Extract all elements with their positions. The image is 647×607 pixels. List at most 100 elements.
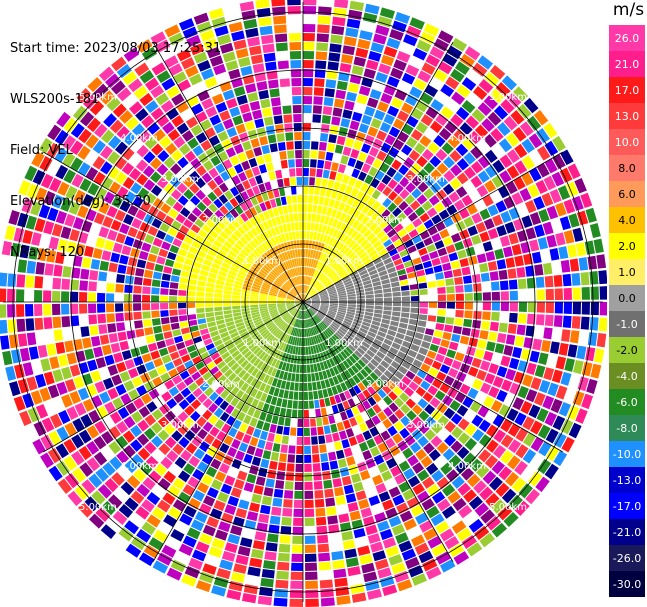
ray-gate <box>311 141 319 150</box>
ray-gate <box>142 294 151 302</box>
ray-gate <box>534 326 544 338</box>
ray-gate <box>271 286 279 292</box>
ray-gate <box>291 308 298 316</box>
ray-gate <box>224 542 238 554</box>
ray-gate <box>282 323 289 332</box>
ray-gate <box>259 362 267 372</box>
ray-gate <box>546 234 557 248</box>
ray-gate <box>291 373 296 382</box>
ray-gate <box>368 269 378 276</box>
ray-gate <box>256 360 264 370</box>
ray-gate <box>241 223 250 233</box>
ray-gate <box>177 470 191 483</box>
ray-gate <box>431 232 442 243</box>
colorbar-tick-label: -6.0 <box>616 396 637 409</box>
ray-gate <box>175 341 186 351</box>
ray-gate <box>310 278 315 286</box>
ray-gate <box>325 256 332 265</box>
colorbar-segment <box>609 207 645 234</box>
ray-gate <box>276 51 289 61</box>
ray-gate <box>133 397 145 410</box>
ray-gate <box>435 113 449 127</box>
ray-gate <box>319 343 325 352</box>
ray-gate <box>148 537 164 551</box>
ray-gate <box>464 375 475 387</box>
colorbar: 26.021.017.013.010.08.06.04.02.01.00.0-1… <box>609 25 645 597</box>
ray-gate <box>571 195 584 211</box>
ray-gate <box>88 314 98 325</box>
ray-gate <box>118 504 134 519</box>
ray-gate <box>196 165 207 177</box>
ray-gate <box>375 244 385 253</box>
ray-gate <box>445 98 460 112</box>
ray-gate <box>325 328 333 336</box>
ray-gate <box>265 478 275 488</box>
ray-gate <box>243 260 252 268</box>
ray-gate <box>161 324 171 332</box>
ray-gate <box>232 312 242 317</box>
ray-gate <box>209 229 219 239</box>
ray-gate <box>496 389 508 403</box>
ray-gate <box>359 30 373 41</box>
ray-gate <box>34 275 44 289</box>
ray-gate <box>457 343 468 354</box>
ray-gate <box>17 259 28 273</box>
ray-gate <box>311 302 320 305</box>
ray-gate <box>65 99 81 116</box>
ray-gate <box>410 289 419 296</box>
ray-gate <box>508 279 518 290</box>
ray-gate <box>272 315 281 322</box>
ray-gate <box>393 195 404 206</box>
ray-gate <box>589 317 599 331</box>
ray-gate <box>295 267 299 276</box>
ray-gate <box>356 371 365 381</box>
ray-gate <box>303 319 305 328</box>
ray-gate <box>312 317 318 325</box>
ray-gate <box>411 534 426 547</box>
ray-gate <box>149 171 162 184</box>
ray-gate <box>436 162 449 175</box>
ray-gate <box>419 308 428 315</box>
ray-gate <box>387 329 397 337</box>
ray-gate <box>512 127 527 142</box>
ray-gate <box>498 269 508 280</box>
ray-gate <box>397 268 407 276</box>
ray-gate <box>66 406 79 421</box>
ray-gate <box>305 319 309 328</box>
ray-gate <box>319 579 333 589</box>
ray-gate <box>454 317 464 326</box>
ray-gate <box>84 150 98 165</box>
ray-gate <box>30 390 43 405</box>
ray-gate <box>303 294 306 302</box>
ray-gate <box>412 404 423 415</box>
colorbar-segment <box>609 181 645 208</box>
ray-gate <box>227 372 237 382</box>
ray-gate <box>245 199 254 209</box>
ray-gate <box>298 285 302 294</box>
ray-gate <box>303 418 310 427</box>
colorbar-segment <box>609 311 645 338</box>
ray-gate <box>317 311 325 318</box>
ray-gate <box>221 335 231 343</box>
ray-gate <box>426 243 437 253</box>
ray-gate <box>347 344 356 352</box>
ray-gate <box>363 242 372 251</box>
ray-gate <box>405 266 415 274</box>
ray-gate <box>316 42 329 52</box>
ray-gate <box>272 497 283 507</box>
ray-gate <box>223 306 232 311</box>
ray-gate <box>405 370 416 380</box>
ray-gate <box>405 136 418 149</box>
ray-gate <box>183 463 196 475</box>
ray-gate <box>317 334 323 343</box>
ray-gate <box>590 286 599 300</box>
ray-gate <box>232 302 241 306</box>
ray-gate <box>380 430 391 441</box>
ray-gate <box>290 317 295 326</box>
ray-gate <box>263 374 271 384</box>
ray-gate <box>240 393 249 403</box>
ray-gate <box>473 283 482 292</box>
ray-gate <box>267 323 276 330</box>
ray-gate <box>360 356 370 365</box>
ray-gate <box>273 281 282 288</box>
